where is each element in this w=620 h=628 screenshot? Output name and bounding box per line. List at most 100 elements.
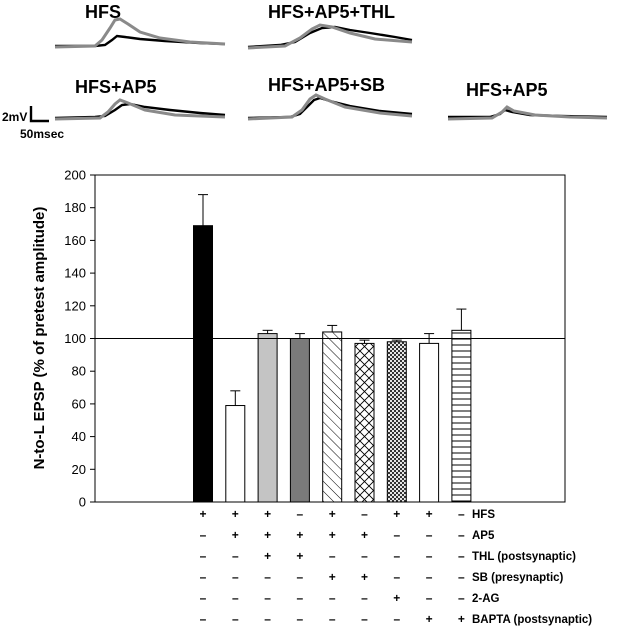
condition-sign: + xyxy=(296,549,303,563)
condition-sign: – xyxy=(458,528,465,542)
plot-area xyxy=(94,174,566,503)
condition-sign: – xyxy=(458,570,465,584)
condition-sign: + xyxy=(264,528,271,542)
condition-sign: – xyxy=(426,549,433,563)
trace-label-hfs: HFS xyxy=(85,2,121,22)
condition-sign: – xyxy=(393,549,400,563)
condition-sign: – xyxy=(361,591,368,605)
condition-sign: + xyxy=(458,612,465,626)
condition-sign: – xyxy=(361,507,368,521)
condition-sign: – xyxy=(297,591,304,605)
condition-sign: – xyxy=(200,570,207,584)
scale-bar-voltage: 2mV xyxy=(2,110,27,124)
trace-hfs-ap5-thl xyxy=(247,23,413,50)
trace-hfs-ap5-sb xyxy=(247,93,413,121)
condition-sign: + xyxy=(199,507,206,521)
condition-sign: + xyxy=(329,507,336,521)
condition-sign: + xyxy=(329,528,336,542)
bar xyxy=(257,333,278,503)
condition-sign: – xyxy=(426,570,433,584)
condition-sign: – xyxy=(200,528,207,542)
bar xyxy=(289,338,310,503)
condition-sign: – xyxy=(297,507,304,521)
condition-sign: – xyxy=(458,591,465,605)
condition-sign: – xyxy=(329,612,336,626)
condition-sign: + xyxy=(426,612,433,626)
condition-sign: + xyxy=(232,507,239,521)
condition-sign: – xyxy=(458,507,465,521)
condition-label: BAPTA (postsynaptic) xyxy=(472,614,592,626)
condition-sign: + xyxy=(393,591,400,605)
condition-sign: + xyxy=(361,528,368,542)
condition-sign: – xyxy=(426,591,433,605)
condition-label: SB (presynaptic) xyxy=(472,572,564,584)
scale-bar-time: 50msec xyxy=(20,127,64,141)
condition-sign: – xyxy=(264,612,271,626)
trace-hfs-ap5-b xyxy=(447,105,608,121)
condition-table: + + + – + – + + – HFS– + + + + + – – – AP5– – + + – – – – – THL (po… xyxy=(199,507,592,626)
condition-sign: – xyxy=(393,528,400,542)
condition-sign: – xyxy=(361,549,368,563)
condition-sign: + xyxy=(329,570,336,584)
trace-label-hfs-ap5-a: HFS+AP5 xyxy=(75,77,157,97)
bar xyxy=(193,225,213,503)
trace-label-hfs-ap5-sb: HFS+AP5+SB xyxy=(268,75,385,95)
condition-sign: – xyxy=(232,549,239,563)
condition-sign: – xyxy=(361,612,368,626)
y-tick-label: 40 xyxy=(72,429,86,444)
bar xyxy=(419,342,440,503)
trace-hfs xyxy=(54,17,226,49)
y-tick-label: 140 xyxy=(64,266,86,281)
bar xyxy=(354,342,375,503)
condition-sign: – xyxy=(264,591,271,605)
y-tick-label: 120 xyxy=(64,298,86,313)
scale-bar: 2mV 50msec xyxy=(2,106,64,141)
bar xyxy=(225,405,246,503)
condition-label: THL (postsynaptic) xyxy=(472,551,576,563)
y-tick-label: 60 xyxy=(72,396,86,411)
bar xyxy=(322,331,343,503)
y-tick-label: 100 xyxy=(64,331,86,346)
condition-sign: – xyxy=(200,612,207,626)
condition-sign: – xyxy=(393,612,400,626)
condition-sign: + xyxy=(264,549,271,563)
condition-sign: – xyxy=(232,570,239,584)
condition-sign: – xyxy=(458,549,465,563)
bar-chart: N-to-L EPSP (% of pretest amplitude) 0 20… xyxy=(31,168,592,627)
condition-sign: – xyxy=(297,570,304,584)
trace-label-hfs-ap5-b: HFS+AP5 xyxy=(466,80,548,100)
condition-sign: + xyxy=(232,528,239,542)
trace-label-hfs-ap5-thl: HFS+AP5+THL xyxy=(268,2,395,22)
condition-sign: + xyxy=(296,528,303,542)
y-tick-label: 160 xyxy=(64,233,86,248)
trace-hfs-ap5-a xyxy=(54,98,226,121)
condition-sign: – xyxy=(329,549,336,563)
condition-label: AP5 xyxy=(472,530,495,542)
y-axis-label: N-to-L EPSP (% of pretest amplitude) xyxy=(31,207,48,470)
condition-sign: – xyxy=(426,528,433,542)
condition-sign: + xyxy=(426,507,433,521)
y-tick-label: 0 xyxy=(79,495,86,510)
condition-sign: – xyxy=(200,549,207,563)
condition-sign: – xyxy=(329,591,336,605)
condition-sign: + xyxy=(264,507,271,521)
condition-sign: – xyxy=(297,612,304,626)
bar xyxy=(386,341,407,503)
condition-sign: – xyxy=(232,612,239,626)
condition-sign: + xyxy=(361,570,368,584)
condition-label: HFS xyxy=(472,509,495,521)
traces-panel: HFS HFS+AP5+THL HFS+AP5 HFS+AP5+SB HFS+A… xyxy=(2,2,608,141)
condition-sign: – xyxy=(393,570,400,584)
bar xyxy=(451,329,472,503)
y-tick-label: 20 xyxy=(72,462,86,477)
y-axis: 0 20 40 60 80 100 120 140 160 180 200 xyxy=(64,168,95,510)
condition-label: 2-AG xyxy=(472,593,500,605)
y-tick-label: 180 xyxy=(64,200,86,215)
condition-sign: – xyxy=(232,591,239,605)
condition-sign: + xyxy=(393,507,400,521)
condition-sign: – xyxy=(200,591,207,605)
y-tick-label: 80 xyxy=(72,364,86,379)
y-tick-label: 200 xyxy=(64,168,86,183)
condition-sign: – xyxy=(264,570,271,584)
